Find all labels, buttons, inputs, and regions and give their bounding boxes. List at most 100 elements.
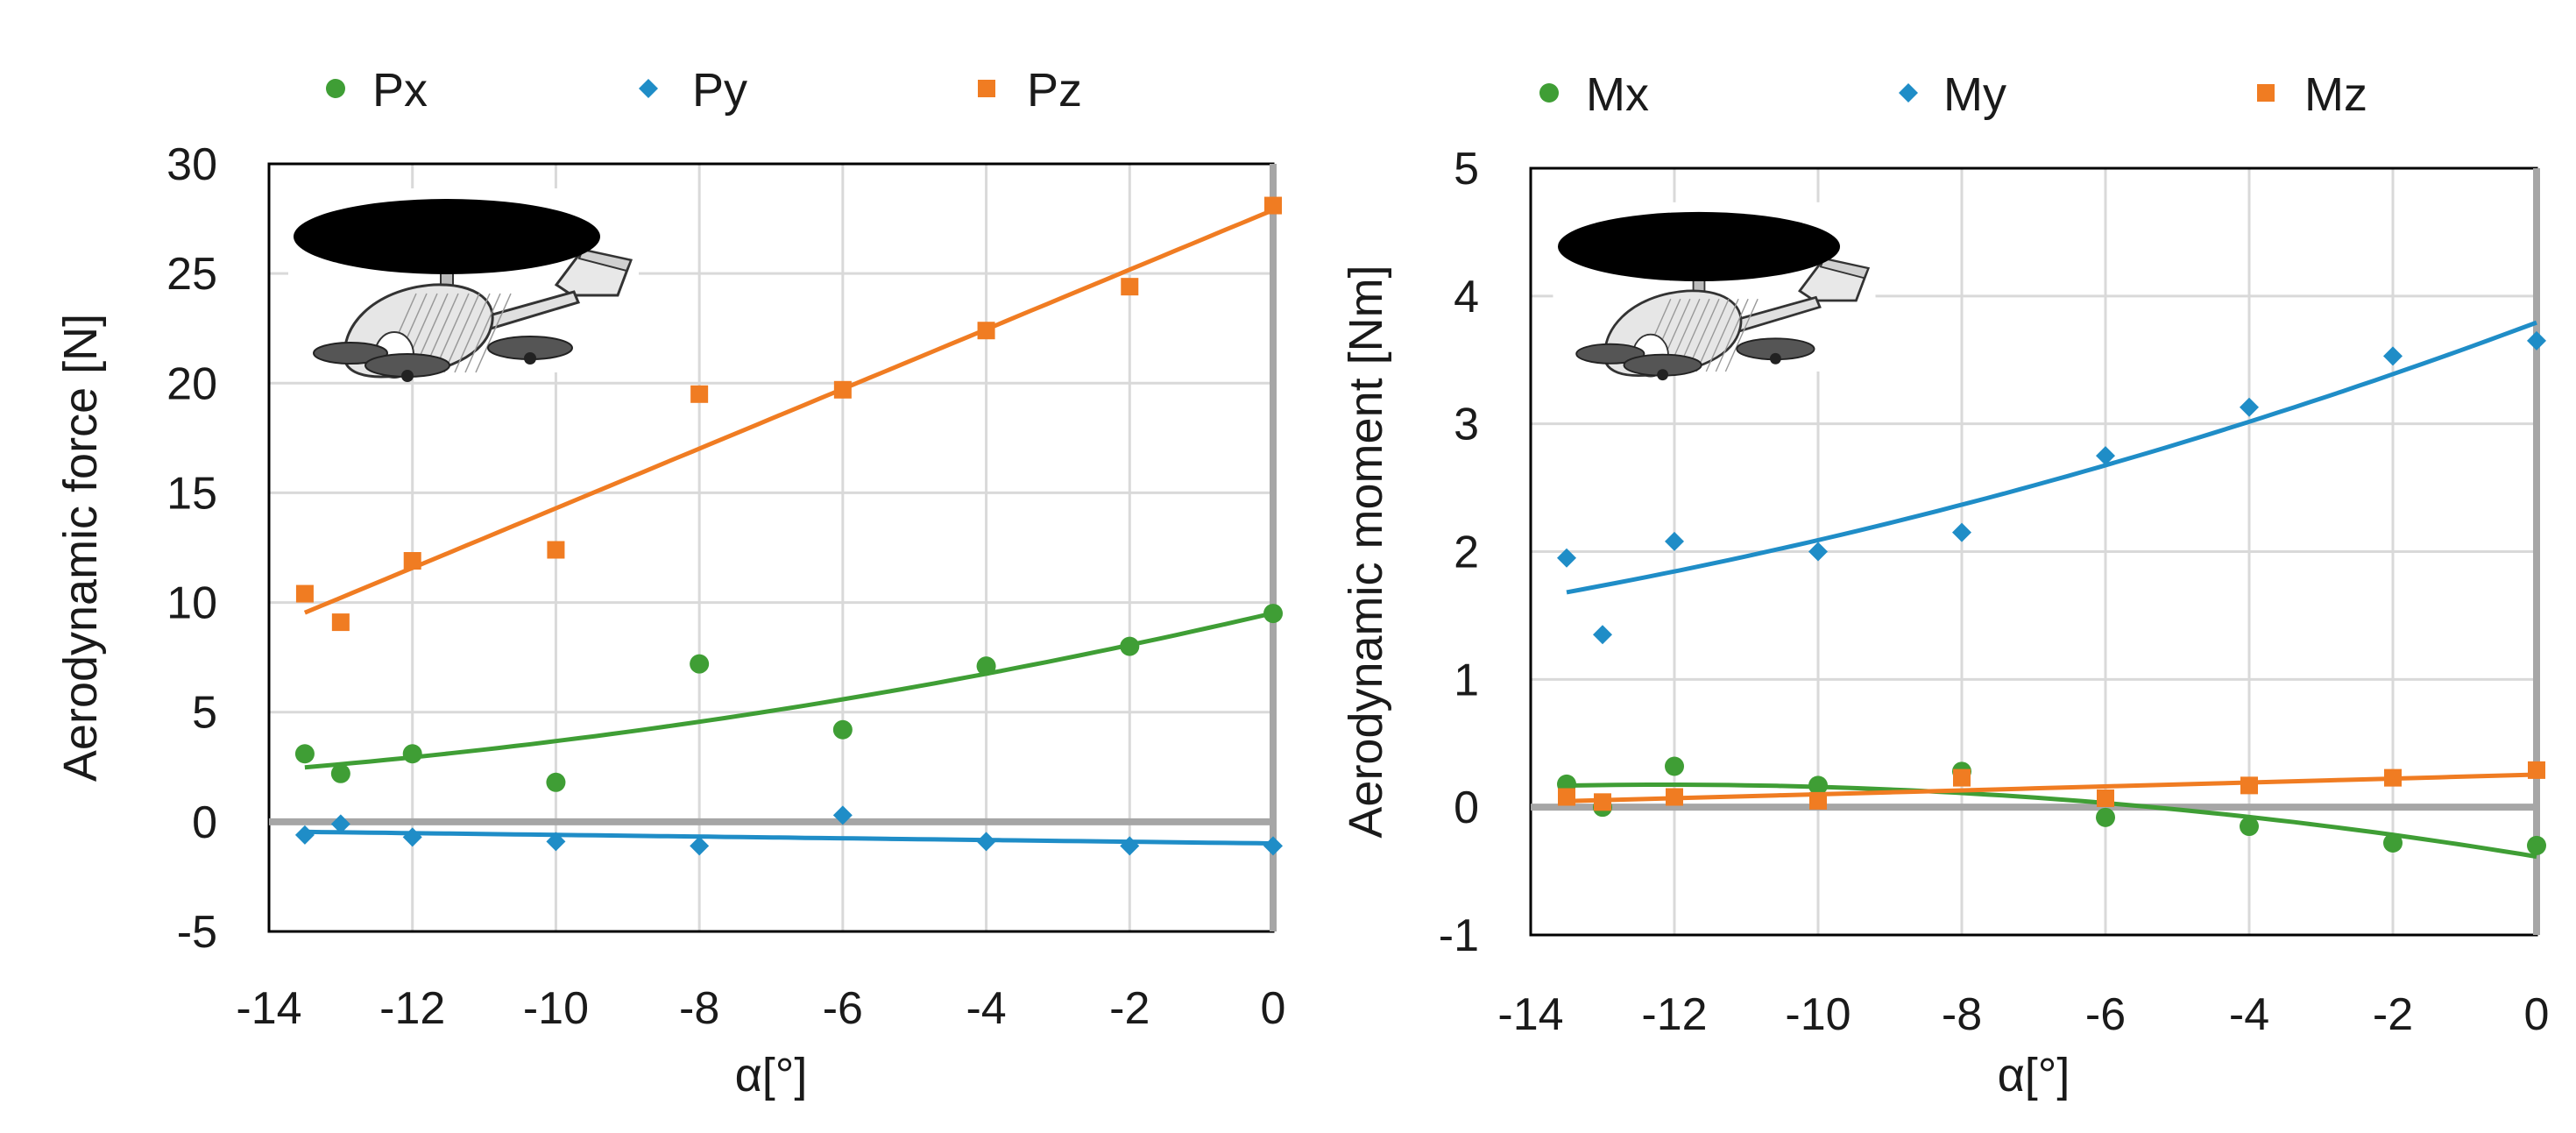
y-tick-label: 20 [166, 358, 217, 409]
y-tick-label: 10 [166, 578, 217, 629]
data-point-my [2383, 346, 2403, 366]
series-my [1557, 330, 2546, 645]
data-point-mz [1953, 768, 1971, 787]
legend-label-mz: Mz [2304, 68, 2367, 121]
x-tick-label: -8 [1942, 989, 1982, 1040]
landing-gear [1769, 352, 1781, 365]
series-mz [1558, 761, 2545, 811]
y-tick-label: 15 [166, 468, 217, 519]
x-tick-label: -2 [1109, 983, 1150, 1034]
legend-label-pz: Pz [1027, 64, 1082, 117]
data-point-px [1263, 604, 1283, 624]
data-point-mx [2096, 807, 2115, 827]
y-tick-label: 4 [1454, 272, 1479, 322]
data-point-py [1120, 836, 1140, 856]
legend-item-mz: Mz [2257, 68, 2367, 121]
y-tick-label: 0 [192, 797, 217, 848]
data-point-my [1557, 548, 1576, 568]
legend-label-py: Py [692, 64, 747, 117]
fuselage-hatch [1724, 298, 1759, 372]
data-point-pz [1264, 196, 1282, 215]
data-point-my [1808, 542, 1828, 562]
x-tick-label: -14 [236, 983, 301, 1034]
data-point-py [294, 825, 315, 845]
landing-gear [1657, 369, 1669, 381]
trendline-py [304, 829, 1274, 846]
chart-panel-2: -14 -12 -10 -8 -6 -4 -2 0-1012345α[°]Aerodynami… [1340, 68, 2549, 1101]
trendline-my [1566, 320, 2537, 595]
legend-marker-pz [978, 80, 995, 97]
main-rotor-disk [1558, 211, 1840, 281]
chart-panel-1: -14 -12 -10 -8 -6 -4 -2 0 -5 0 5 10 15 20 25 30 α[°] Aero… [54, 64, 1285, 1101]
data-point-mz [1809, 791, 1827, 810]
data-point-py [976, 832, 996, 852]
legend-item-mx: Mx [1539, 68, 1649, 121]
data-point-mz [2528, 761, 2545, 779]
data-point-pz [1121, 278, 1139, 296]
y-axis-label: Aerodynamic moment [Nm] [1340, 265, 1392, 838]
fuselage-hatch [1695, 298, 1730, 372]
x-tick-label: -10 [1785, 989, 1851, 1040]
x-axis-label: α[°] [735, 1049, 808, 1101]
x-tick-label: -4 [2229, 989, 2269, 1040]
data-point-px [330, 763, 350, 783]
x-tick-label: -10 [523, 983, 589, 1034]
y-tick-label: 3 [1454, 400, 1479, 450]
fuselage-hatch [475, 293, 512, 373]
legend-label-my: My [1943, 68, 2006, 121]
data-point-px [832, 719, 853, 740]
y-tick-label: -5 [177, 907, 217, 958]
fuselage-hatch [443, 293, 480, 373]
series-pz [295, 196, 1282, 632]
legend-marker-px [326, 79, 345, 98]
y-tick-label: 0 [1454, 782, 1479, 833]
data-point-pz [690, 385, 709, 403]
legend-marker-py [639, 79, 658, 98]
trendline-mx [1566, 782, 2537, 860]
data-point-mx [1808, 775, 1828, 796]
data-point-my [1952, 522, 1971, 542]
data-point-py [690, 836, 710, 856]
series-py [294, 805, 1283, 856]
y-axis-label: Aerodynamic force [N] [54, 314, 107, 782]
data-point-px [294, 744, 315, 764]
legend-item-pz: Pz [978, 64, 1082, 117]
x-tick-label: -4 [966, 983, 1006, 1034]
data-point-my [2527, 330, 2546, 351]
trendline-pz [303, 208, 1274, 615]
data-point-mz [1558, 788, 1575, 806]
data-point-pz [403, 552, 421, 570]
data-point-py [402, 827, 422, 847]
y-tick-label: 2 [1454, 528, 1479, 578]
x-tick-label: -12 [1641, 989, 1707, 1040]
data-point-px [690, 654, 710, 674]
legend-item-py: Py [639, 64, 747, 117]
trendline-px [304, 611, 1274, 770]
data-point-px [1120, 636, 1140, 656]
left-propeller [1575, 343, 1645, 365]
tail-top [1819, 258, 1870, 280]
fuselage-hatch [454, 293, 491, 373]
landing-gear [401, 370, 414, 382]
x-tick-label: -12 [379, 983, 445, 1034]
data-point-py [546, 832, 566, 852]
y-tick-label: 25 [166, 249, 217, 300]
aircraft-illustration [1553, 202, 1876, 381]
legend-marker-my [1899, 83, 1918, 103]
trendline-mz [1566, 772, 2537, 804]
data-point-pz [295, 584, 314, 603]
legend-marker-mx [1539, 83, 1559, 103]
data-point-py [1263, 836, 1283, 856]
y-tick-label: -1 [1439, 910, 1479, 961]
fuselage-hatch [1715, 298, 1749, 372]
data-point-my [1593, 625, 1612, 645]
data-point-mz [1594, 793, 1611, 811]
data-point-pz [977, 322, 995, 340]
data-point-mx [2240, 817, 2259, 837]
y-tick-label: 30 [166, 139, 217, 190]
x-tick-label: -6 [823, 983, 863, 1034]
legend-marker-mz [2257, 84, 2275, 102]
data-point-py [330, 814, 350, 834]
data-point-mx [1665, 756, 1684, 776]
